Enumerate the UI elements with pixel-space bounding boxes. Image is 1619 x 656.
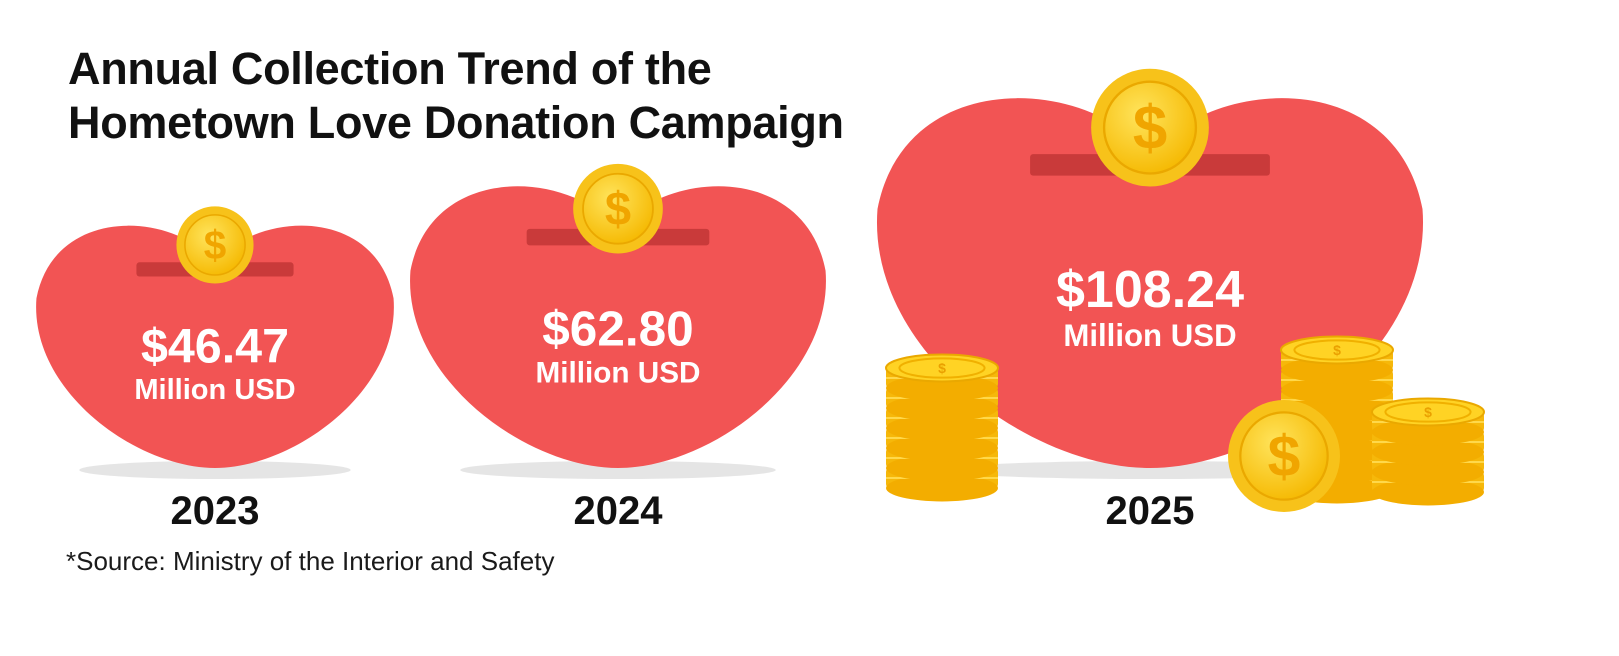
- year-label-2023: 2023: [171, 489, 260, 533]
- svg-text:$: $: [938, 360, 946, 376]
- dollar-coin-icon: $: [573, 163, 663, 254]
- unit-label-2023: Million USD: [134, 374, 295, 406]
- svg-text:$: $: [1333, 342, 1341, 358]
- value-label-2025: $108.24: [1056, 261, 1244, 319]
- coin-decoration: $ $ $ $: [885, 335, 1485, 512]
- value-label-2023: $46.47: [141, 320, 289, 374]
- dollar-coin-icon: $: [1091, 68, 1209, 187]
- svg-text:$: $: [1424, 404, 1432, 420]
- svg-text:$: $: [605, 182, 631, 235]
- coin-stack-icon: $: [885, 353, 999, 502]
- value-label-2024: $62.80: [542, 301, 693, 356]
- chart-title-line-2: Hometown Love Donation Campaign: [68, 97, 844, 148]
- unit-label-2025: Million USD: [1063, 318, 1236, 353]
- svg-text:$: $: [1268, 424, 1301, 489]
- chart-title: Annual Collection Trend of the Hometown …: [68, 42, 844, 150]
- svg-text:$: $: [204, 222, 227, 268]
- dollar-coin-icon: $: [176, 206, 254, 284]
- dollar-coin-icon: $: [1228, 400, 1340, 512]
- source-note: *Source: Ministry of the Interior and Sa…: [66, 546, 555, 576]
- svg-text:$: $: [1133, 94, 1167, 163]
- chart-title-line-1: Annual Collection Trend of the: [68, 43, 712, 94]
- unit-label-2024: Million USD: [535, 357, 700, 390]
- heart-shadow: [460, 461, 776, 479]
- coin-stack-icon: $: [1371, 397, 1485, 506]
- heart-piggy-bank-icon: [410, 186, 826, 468]
- year-label-2024: 2024: [574, 489, 664, 533]
- heart-shadow: [79, 461, 351, 479]
- heart-piggy-bank-icon: [36, 225, 394, 468]
- year-label-2025: 2025: [1106, 489, 1195, 533]
